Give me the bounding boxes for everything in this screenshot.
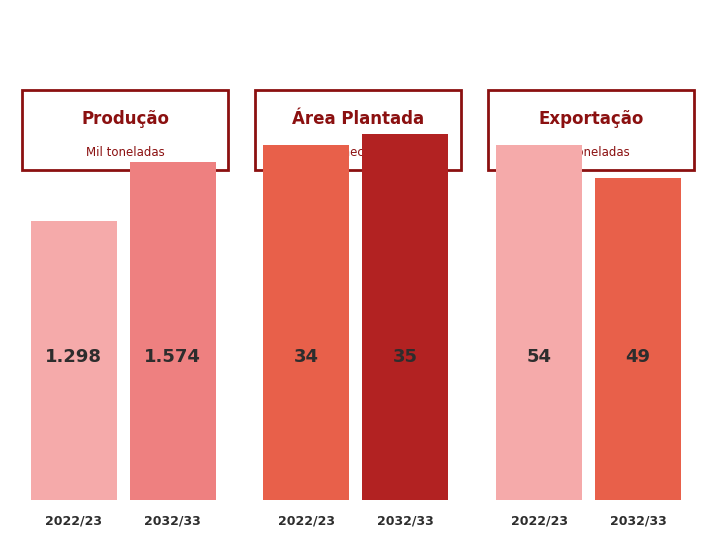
Text: 1.298: 1.298	[45, 348, 102, 366]
Text: 2022/23: 2022/23	[511, 515, 568, 528]
Text: 2032/33: 2032/33	[609, 515, 667, 528]
Text: Mil hectares: Mil hectares	[322, 146, 394, 159]
FancyBboxPatch shape	[130, 162, 216, 500]
FancyBboxPatch shape	[362, 134, 448, 500]
Text: Exportação: Exportação	[538, 110, 644, 128]
FancyBboxPatch shape	[263, 144, 349, 500]
Text: 2022/23: 2022/23	[45, 515, 102, 528]
FancyBboxPatch shape	[255, 90, 461, 171]
Text: Área Plantada: Área Plantada	[292, 110, 424, 128]
Text: Maçã: Maçã	[352, 9, 507, 61]
Text: 49: 49	[626, 348, 650, 366]
Text: Mil toneladas: Mil toneladas	[551, 146, 630, 159]
Text: 2032/33: 2032/33	[377, 515, 434, 528]
Text: 34: 34	[294, 348, 319, 366]
Text: : 	[286, 18, 308, 52]
Text: Produção: Produção	[82, 110, 169, 128]
FancyBboxPatch shape	[488, 90, 694, 171]
FancyBboxPatch shape	[31, 222, 117, 500]
Text: 1.574: 1.574	[144, 348, 201, 366]
Text: 2022/23: 2022/23	[278, 515, 335, 528]
FancyBboxPatch shape	[595, 178, 681, 500]
Text: 54: 54	[527, 348, 551, 366]
Text: 🍏: 🍏	[285, 17, 306, 51]
Text: Mil toneladas: Mil toneladas	[86, 146, 165, 159]
Text: 2032/33: 2032/33	[144, 515, 201, 528]
FancyBboxPatch shape	[22, 90, 228, 171]
Text: 35: 35	[393, 348, 417, 366]
FancyBboxPatch shape	[496, 145, 582, 500]
